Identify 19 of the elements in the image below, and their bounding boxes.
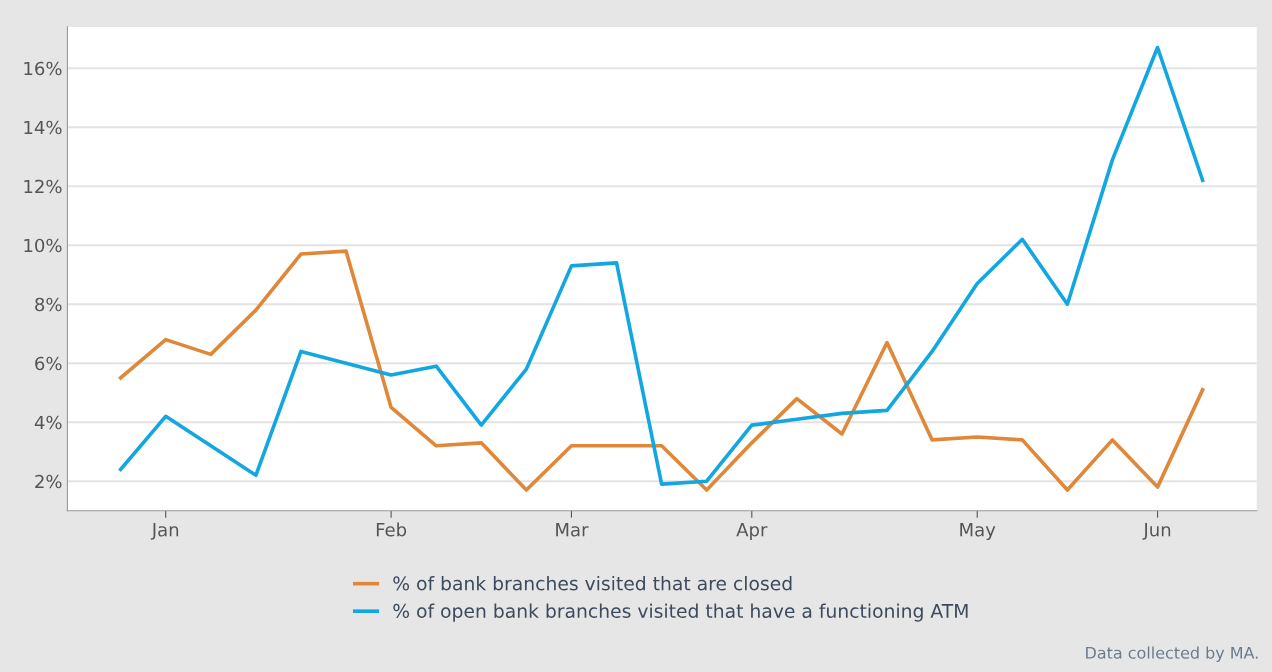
- line-series: [118, 45, 1205, 486]
- y-tick-label: 2%: [35, 474, 62, 489]
- y-tick-label: 4%: [34, 415, 62, 430]
- x-tick-label: May: [960, 523, 996, 540]
- y-tick-label: 16%: [24, 61, 62, 76]
- legend-label: % of open bank branches visited that have a functioning ATM: [393, 603, 968, 622]
- x-tick-label: Mar: [556, 523, 589, 537]
- y-tick-label: 12%: [24, 179, 62, 194]
- x-tick-label: Apr: [736, 523, 768, 540]
- line-series: [118, 249, 1205, 492]
- x-tick-label: Feb: [376, 522, 407, 537]
- y-tick-label: 10%: [24, 238, 62, 253]
- y-tick-label: 14%: [24, 120, 62, 135]
- y-tick-label: 6%: [35, 356, 62, 371]
- x-tick-label: Jan: [150, 523, 179, 540]
- legend-label: % of bank branches visited that are closed: [393, 575, 792, 591]
- y-tick-label: 8%: [35, 297, 62, 312]
- text: Data collected by MA.: [1086, 646, 1258, 662]
- x-tick-label: Jun: [1142, 523, 1171, 540]
